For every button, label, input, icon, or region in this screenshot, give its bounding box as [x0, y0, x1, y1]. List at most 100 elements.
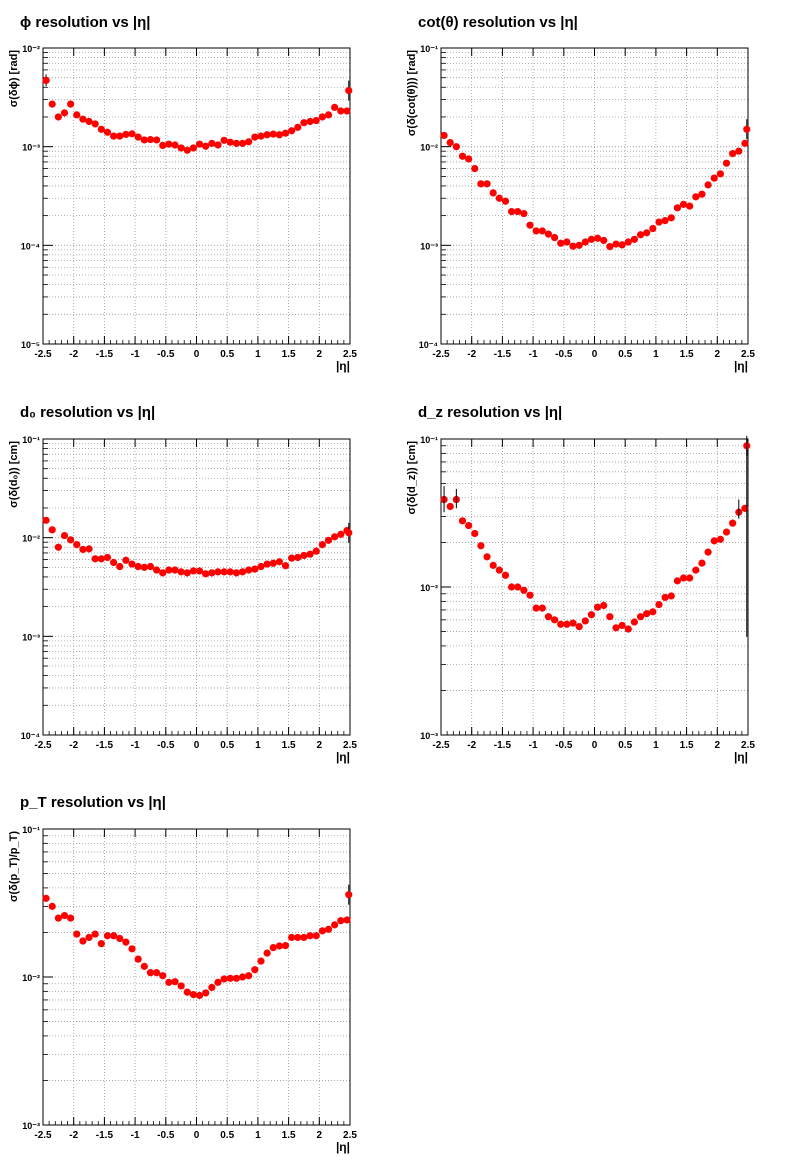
data-point: [165, 140, 173, 148]
data-point: [636, 231, 645, 239]
data-point: [655, 601, 663, 609]
data-point: [140, 962, 148, 970]
data-point: [288, 127, 296, 135]
data-point: [606, 613, 614, 621]
data-point: [288, 933, 296, 942]
data-point: [624, 238, 632, 246]
data-point: [587, 611, 596, 619]
data-point: [183, 988, 191, 996]
data-point: [275, 131, 283, 139]
data-point: [550, 233, 559, 242]
data-point: [526, 221, 534, 229]
data-point: [722, 159, 731, 167]
x-axis-label: |η|: [336, 359, 350, 373]
x-axis-label: |η|: [336, 1140, 350, 1154]
y-tick-label: 10⁻³: [22, 1121, 40, 1131]
data-point: [165, 978, 173, 986]
data-point: [275, 558, 283, 566]
data-point: [202, 989, 210, 997]
data-point: [140, 563, 148, 571]
data-point: [508, 207, 516, 216]
data-point: [85, 117, 93, 126]
data-point: [257, 132, 265, 140]
data-point: [538, 227, 546, 235]
data-point: [471, 164, 479, 173]
data-point: [655, 218, 663, 226]
data-point: [42, 76, 50, 84]
data-point: [152, 566, 161, 574]
y-axis-label: σ(δ(cot(θ))) [rad]: [406, 50, 418, 136]
x-tick-label: 0: [194, 349, 200, 360]
data-point: [477, 542, 485, 550]
data-point: [337, 107, 345, 115]
data-point: [103, 128, 112, 136]
data-point: [345, 529, 353, 537]
data-point: [91, 930, 99, 938]
data-point: [85, 933, 93, 942]
data-point: [245, 972, 253, 980]
data-point: [667, 214, 675, 222]
y-tick-label: 10⁻¹: [22, 825, 40, 835]
x-axis-label: |η|: [734, 750, 748, 764]
x-tick-label: -2.5: [34, 1130, 52, 1141]
data-point: [698, 190, 706, 198]
y-tick-label: 10⁻⁵: [21, 340, 40, 350]
data-point: [716, 535, 724, 543]
data-point: [593, 234, 602, 242]
data-point: [67, 536, 75, 544]
data-point: [134, 562, 142, 571]
data-point: [91, 555, 99, 563]
data-point: [520, 586, 528, 594]
data-point: [458, 517, 467, 525]
chart-panel-3: -2.5 -2 -1.5 -1 -0.5 0 0.5 1 1.5 2 2.5 10⁻³ 10⁻² 10⁻¹…: [406, 435, 755, 764]
data-point: [575, 623, 583, 631]
data-point: [110, 132, 118, 140]
data-point: [345, 87, 353, 95]
data-point: [679, 574, 688, 582]
data-point: [741, 504, 749, 512]
x-tick-label: -0.5: [157, 1130, 175, 1141]
data-point: [195, 567, 204, 575]
x-tick-label: -1: [131, 1130, 140, 1141]
data-point: [686, 202, 694, 210]
x-tick-label: -2: [467, 740, 476, 751]
x-tick-label: -2: [69, 1130, 78, 1141]
data-point: [452, 143, 460, 151]
data-point: [91, 120, 99, 128]
data-point: [214, 978, 222, 986]
data-point: [557, 239, 565, 247]
data-point: [704, 548, 712, 556]
x-tick-label: -2: [69, 349, 78, 360]
data-point: [116, 934, 124, 943]
data-point: [251, 966, 259, 974]
y-tick-label: 10⁻¹: [420, 435, 438, 445]
data-point: [624, 625, 632, 633]
data-point: [54, 543, 62, 551]
y-axis-label: σ(δ(p_T)/p_T): [8, 831, 20, 902]
data-point: [226, 138, 234, 146]
chart-panel-4: -2.5 -2 -1.5 -1 -0.5 0 0.5 1 1.5 2 2.5 10⁻³ 10⁻² 10⁻¹…: [8, 825, 357, 1154]
data-point: [251, 133, 259, 141]
x-tick-label: -1: [131, 349, 140, 360]
data-point: [300, 551, 308, 560]
data-point: [189, 991, 198, 999]
x-tick-label: 1.5: [282, 349, 296, 360]
x-tick-label: 2: [317, 1130, 323, 1141]
panel-title: ϕ resolution vs |η|: [20, 14, 151, 31]
data-point: [122, 130, 130, 139]
data-point: [85, 545, 93, 553]
data-point: [716, 170, 724, 178]
data-point: [331, 103, 339, 112]
data-point: [263, 949, 271, 957]
data-point: [245, 566, 253, 574]
data-point: [300, 119, 308, 127]
data-point: [275, 942, 283, 950]
x-tick-label: 2.5: [741, 349, 755, 360]
data-point: [294, 123, 302, 131]
data-point: [729, 519, 737, 527]
data-point: [692, 566, 700, 574]
data-point: [495, 194, 503, 202]
data-point: [122, 556, 130, 564]
chart-panel-1: -2.5 -2 -1.5 -1 -0.5 0 0.5 1 1.5 2 2.5 10⁻⁴ 10⁻³ 10⁻²…: [406, 44, 755, 373]
data-point: [140, 136, 148, 144]
